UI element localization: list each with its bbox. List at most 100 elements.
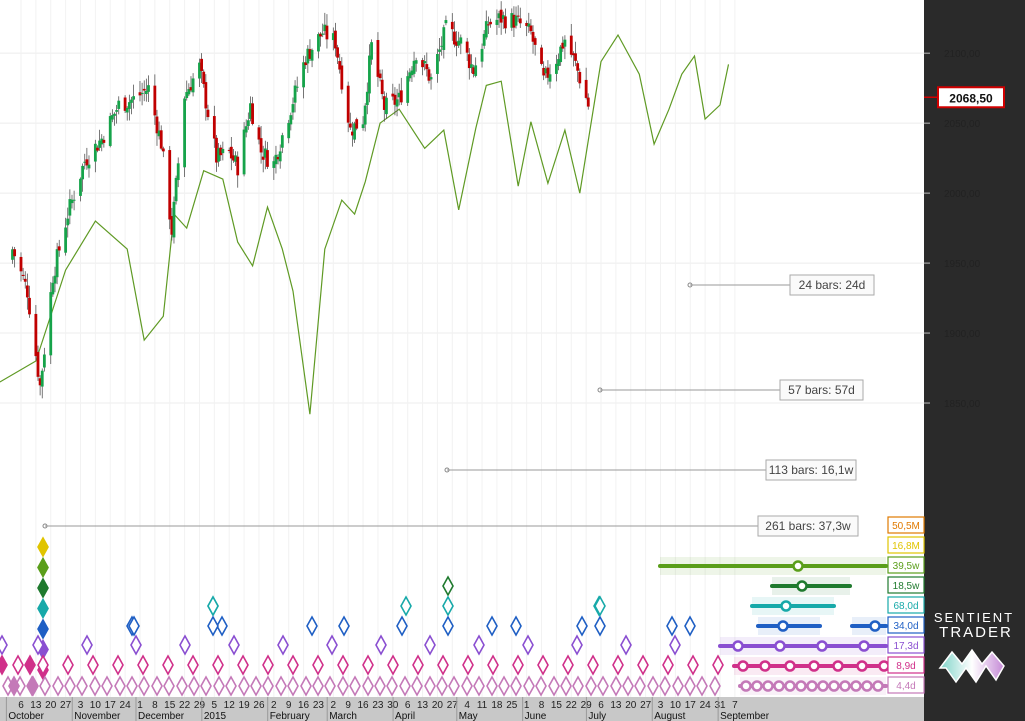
projected-trough-marker[interactable]: [792, 560, 804, 572]
trough-diamond-icon: [576, 615, 588, 637]
cycle-legend-item[interactable]: 39,5w: [887, 556, 925, 574]
cycle-legend-box: [887, 656, 925, 674]
trough-diamond-icon: [101, 675, 113, 697]
candle: [351, 121, 354, 147]
trough-diamond-icon: [126, 675, 138, 697]
cycle-legend-item[interactable]: 16,8M: [887, 536, 925, 554]
trough-diamond-icon: [442, 575, 454, 597]
candle-body: [395, 99, 399, 107]
candle-body: [212, 116, 216, 139]
projected-trough-marker[interactable]: [773, 680, 785, 692]
candle-body: [365, 91, 369, 106]
trough-diamond-icon: [0, 654, 8, 676]
day-tick-label: 5: [212, 700, 218, 711]
projected-trough-marker[interactable]: [777, 620, 789, 632]
projected-trough-marker[interactable]: [762, 680, 774, 692]
candle-body: [289, 115, 293, 125]
trough-diamond-icon: [138, 675, 150, 697]
day-tick-label: 20: [45, 700, 57, 711]
candle: [81, 163, 85, 192]
day-tick-label: 11: [477, 700, 488, 711]
projected-trough-marker[interactable]: [732, 640, 744, 652]
candle: [317, 32, 320, 59]
candle: [36, 345, 40, 381]
trough-diamond-icon: [52, 675, 64, 697]
projected-trough-marker[interactable]: [872, 680, 884, 692]
day-tick-label: 2: [331, 700, 337, 711]
candle: [127, 94, 131, 121]
projected-trough-marker[interactable]: [832, 660, 844, 672]
candle: [242, 122, 246, 177]
candle-body: [459, 37, 463, 44]
cycle-legend-item[interactable]: 34,0d: [887, 616, 925, 634]
trough-diamond-icon: [87, 654, 99, 676]
candle: [55, 242, 59, 285]
projected-trough-marker[interactable]: [759, 660, 771, 672]
candle: [229, 136, 233, 171]
cycle-legend-item[interactable]: 8,9d: [887, 656, 925, 674]
cycle-legend-item[interactable]: 17,3d: [887, 636, 925, 654]
trough-diamond-icon: [62, 654, 74, 676]
projected-trough-marker[interactable]: [737, 660, 749, 672]
candle-body: [206, 109, 210, 118]
day-tick-label: 19: [239, 700, 251, 711]
candle: [142, 80, 146, 102]
candle: [584, 67, 588, 100]
candle: [397, 83, 401, 106]
projected-trough-marker[interactable]: [808, 660, 820, 672]
projected-trough-marker[interactable]: [856, 660, 868, 672]
projected-trough-marker[interactable]: [740, 680, 752, 692]
projected-trough-marker[interactable]: [878, 660, 890, 672]
projected-trough-marker[interactable]: [839, 680, 851, 692]
price-tick-label: 1850,00: [944, 399, 981, 410]
trough-diamond-icon: [437, 654, 449, 676]
candle: [569, 23, 573, 58]
candle: [217, 143, 220, 167]
projected-trough-marker[interactable]: [869, 620, 881, 632]
day-tick-label: 17: [685, 700, 697, 711]
projected-trough-marker[interactable]: [784, 680, 796, 692]
candle-body: [368, 55, 371, 94]
candle: [263, 140, 267, 170]
projected-trough-marker[interactable]: [751, 680, 763, 692]
day-tick-label: 16: [298, 700, 310, 711]
cycle-annotations: 24 bars: 24d 57 bars: 57d 113 bars: 16,1w 2…: [42, 274, 875, 537]
trough-diamond-icon: [12, 654, 24, 676]
candle-body: [140, 93, 144, 95]
trough-diamond-icon: [412, 654, 424, 676]
candle: [429, 73, 433, 90]
trough-diamond-icon: [37, 597, 49, 620]
projection-band: [756, 617, 822, 635]
cycle-legend-item[interactable]: 4,4d: [887, 676, 925, 694]
candle: [555, 54, 558, 82]
projected-trough-marker[interactable]: [780, 600, 792, 612]
projected-trough-marker[interactable]: [784, 660, 796, 672]
projected-trough-marker[interactable]: [795, 680, 807, 692]
cycle-legend-item[interactable]: 68,0d: [887, 596, 925, 614]
candle: [353, 121, 356, 144]
candle-body: [376, 40, 380, 77]
candle: [331, 27, 335, 51]
day-tick-label: 24: [700, 700, 712, 711]
projected-trough-marker[interactable]: [858, 640, 870, 652]
candle: [438, 37, 441, 62]
candle: [183, 96, 186, 177]
cycle-legend-item[interactable]: 50,5M: [887, 516, 925, 534]
candle-body: [13, 249, 17, 257]
cycle-annotation: 261 bars: 37,3w: [42, 515, 859, 537]
candle: [408, 68, 412, 82]
cycle-legend-item[interactable]: 18,5w: [887, 576, 925, 594]
trough-diamond-icon: [687, 654, 699, 676]
projected-trough-marker[interactable]: [817, 680, 829, 692]
projected-trough-marker[interactable]: [816, 640, 828, 652]
projected-trough-marker[interactable]: [828, 680, 840, 692]
trough-diamond-icon: [312, 675, 324, 697]
projected-trough-marker[interactable]: [774, 640, 786, 652]
candle: [147, 75, 150, 103]
projected-trough-marker[interactable]: [861, 680, 873, 692]
projected-trough-marker[interactable]: [796, 580, 808, 592]
day-tick-label: 13: [610, 700, 622, 711]
projected-trough-marker[interactable]: [806, 680, 818, 692]
projected-trough-marker[interactable]: [850, 680, 862, 692]
